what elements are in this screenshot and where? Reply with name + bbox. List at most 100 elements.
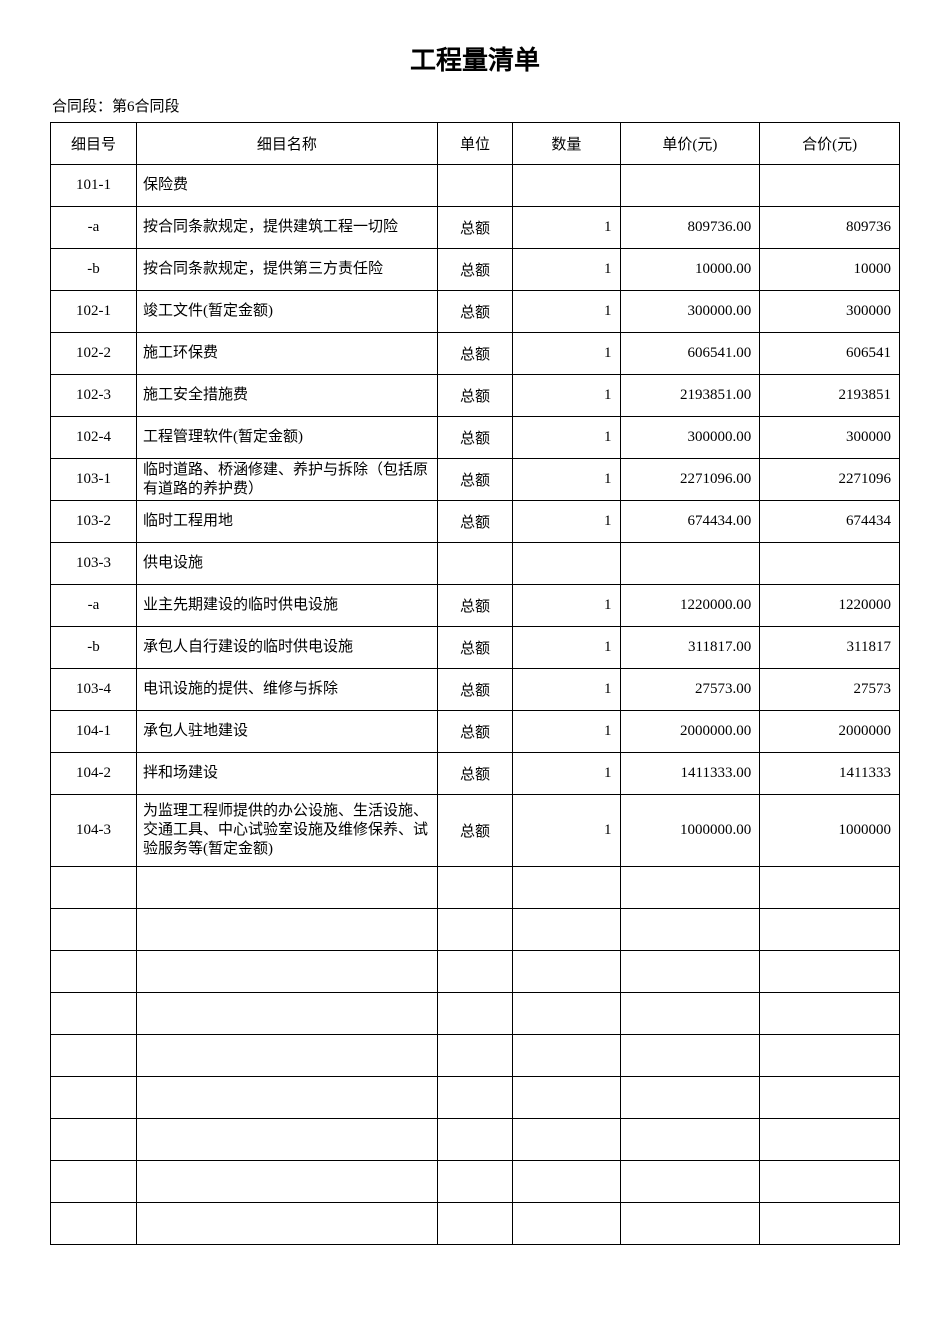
table-row: -b按合同条款规定，提供第三方责任险总额110000.0010000 [51,249,900,291]
cell-unit: 总额 [437,333,512,375]
table-row [51,1077,900,1119]
cell-unit [437,867,512,909]
table-row [51,1119,900,1161]
cell-qty [513,951,620,993]
cell-price [620,1077,760,1119]
cell-unit [437,909,512,951]
contract-section-label: 合同段：第6合同段 [52,95,900,116]
cell-price [620,993,760,1035]
cell-total: 300000 [760,291,900,333]
col-qty: 数量 [513,123,620,165]
cell-total: 606541 [760,333,900,375]
cell-price: 311817.00 [620,627,760,669]
cell-total: 1220000 [760,585,900,627]
cell-id [51,1119,137,1161]
cell-unit: 总额 [437,669,512,711]
cell-unit: 总额 [437,459,512,501]
cell-name: 业主先期建设的临时供电设施 [136,585,437,627]
cell-total: 674434 [760,501,900,543]
table-row: 104-3为监理工程师提供的办公设施、生活设施、交通工具、中心试验室设施及维修保… [51,795,900,867]
cell-total: 300000 [760,417,900,459]
cell-price: 300000.00 [620,291,760,333]
cell-qty: 1 [513,291,620,333]
page-title: 工程量清单 [50,40,900,77]
cell-total: 10000 [760,249,900,291]
cell-price: 809736.00 [620,207,760,249]
cell-name [136,1203,437,1245]
cell-unit: 总额 [437,291,512,333]
cell-price: 2193851.00 [620,375,760,417]
cell-qty: 1 [513,249,620,291]
cell-qty: 1 [513,417,620,459]
cell-qty [513,909,620,951]
cell-price: 606541.00 [620,333,760,375]
table-row [51,951,900,993]
table-row: -b承包人自行建设的临时供电设施总额1311817.00311817 [51,627,900,669]
cell-total: 2271096 [760,459,900,501]
cell-name [136,909,437,951]
cell-total [760,951,900,993]
cell-total [760,165,900,207]
cell-id: 103-2 [51,501,137,543]
cell-unit [437,543,512,585]
cell-price: 1411333.00 [620,753,760,795]
cell-qty [513,1161,620,1203]
cell-id: 102-4 [51,417,137,459]
cell-id: -b [51,627,137,669]
cell-unit [437,1203,512,1245]
cell-qty [513,867,620,909]
cell-qty: 1 [513,333,620,375]
cell-total [760,1035,900,1077]
table-row: 102-1竣工文件(暂定金额)总额1300000.00300000 [51,291,900,333]
cell-price: 1000000.00 [620,795,760,867]
cell-unit [437,993,512,1035]
cell-qty [513,993,620,1035]
cell-qty [513,1035,620,1077]
col-price: 单价(元) [620,123,760,165]
cell-price [620,1203,760,1245]
col-name: 细目名称 [136,123,437,165]
cell-price: 10000.00 [620,249,760,291]
cell-unit [437,1035,512,1077]
cell-total: 1000000 [760,795,900,867]
cell-id: 103-4 [51,669,137,711]
col-unit: 单位 [437,123,512,165]
cell-qty: 1 [513,375,620,417]
cell-id: 104-1 [51,711,137,753]
table-row: 104-2拌和场建设总额11411333.001411333 [51,753,900,795]
cell-qty: 1 [513,753,620,795]
cell-qty: 1 [513,585,620,627]
cell-unit: 总额 [437,207,512,249]
cell-total: 2000000 [760,711,900,753]
cell-unit [437,1077,512,1119]
cell-price: 2271096.00 [620,459,760,501]
cell-id: 102-3 [51,375,137,417]
cell-id: 102-2 [51,333,137,375]
cell-price [620,909,760,951]
cell-name [136,1035,437,1077]
cell-id: -a [51,207,137,249]
cell-name: 供电设施 [136,543,437,585]
cell-price [620,867,760,909]
table-row: 102-2施工环保费总额1606541.00606541 [51,333,900,375]
cell-name: 保险费 [136,165,437,207]
cell-name: 临时工程用地 [136,501,437,543]
cell-total [760,1203,900,1245]
cell-id: -b [51,249,137,291]
cell-unit [437,951,512,993]
cell-name: 施工环保费 [136,333,437,375]
table-row: 101-1保险费 [51,165,900,207]
cell-total: 2193851 [760,375,900,417]
cell-name: 竣工文件(暂定金额) [136,291,437,333]
cell-total [760,1077,900,1119]
cell-name: 承包人驻地建设 [136,711,437,753]
cell-qty: 1 [513,669,620,711]
table-row: 102-3施工安全措施费总额12193851.002193851 [51,375,900,417]
table-row [51,867,900,909]
table-row: -a按合同条款规定，提供建筑工程一切险总额1809736.00809736 [51,207,900,249]
cell-qty: 1 [513,711,620,753]
cell-total: 1411333 [760,753,900,795]
cell-id: -a [51,585,137,627]
cell-name [136,951,437,993]
cell-name: 电讯设施的提供、维修与拆除 [136,669,437,711]
